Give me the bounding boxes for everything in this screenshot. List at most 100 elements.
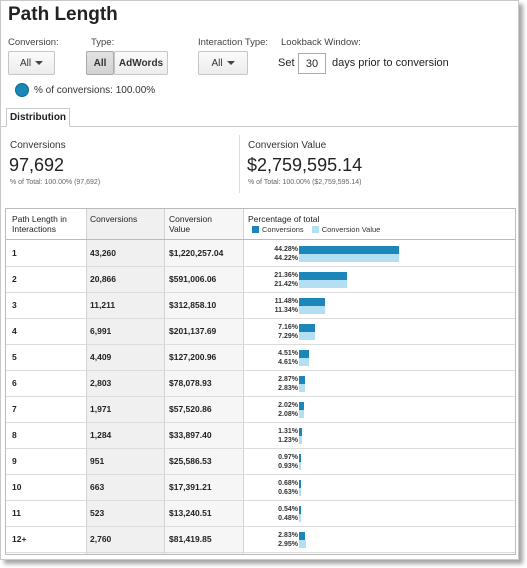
cell-conversion-value: $201,137.69 <box>169 326 217 336</box>
cell-pct-conversions: 2.83% <box>278 532 298 539</box>
table-row: 12+ 2,760 $81,419.85 2.83% 2.95% <box>6 527 515 553</box>
legend-swatch-conversions <box>252 226 259 233</box>
cell-conversions: 1,284 <box>90 430 112 440</box>
type-adwords-button[interactable]: AdWords <box>114 51 168 75</box>
column-divider <box>243 209 244 554</box>
bar-conversions <box>299 246 399 254</box>
lookback-days-suffix: days prior to conversion <box>332 57 449 69</box>
cell-conversions: 11,211 <box>90 300 116 310</box>
cell-conversion-value: $78,078.93 <box>169 378 212 388</box>
table-row: 4 6,991 $201,137.69 7.16% 7.29% <box>6 319 515 345</box>
table-row: 8 1,284 $33,897.40 1.31% 1.23% <box>6 423 515 449</box>
header-path-length[interactable]: Path Length in Interactions <box>12 214 67 234</box>
bar-conversions <box>299 272 348 280</box>
bar-conversion-value <box>299 410 304 418</box>
header-conversion-value[interactable]: Conversion Value <box>169 214 212 234</box>
table-row: 10 663 $17,391.21 0.68% 0.63% <box>6 475 515 501</box>
cell-pct-conversion-value: 0.48% <box>278 515 298 522</box>
interaction-type-dropdown[interactable]: All <box>198 51 248 75</box>
table-row: 2 20,866 $591,006.06 21.36% 21.42% <box>6 267 515 293</box>
cell-conversion-value: $33,897.40 <box>169 430 212 440</box>
page-title: Path Length <box>8 4 118 25</box>
cell-pct-conversions: 7.16% <box>278 324 298 331</box>
cell-conversions: 1,971 <box>90 404 112 414</box>
bar-conversion-value <box>299 514 301 522</box>
summary-divider <box>239 135 240 193</box>
bar-conversions <box>299 532 306 540</box>
summary-value-label: Conversion Value <box>248 140 327 151</box>
cell-pct-conversion-value: 7.29% <box>278 333 298 340</box>
cell-conversion-value: $127,200.96 <box>169 352 217 362</box>
header-conversions[interactable]: Conversions <box>90 214 138 224</box>
cell-path-length: 6 <box>12 378 17 388</box>
cell-pct-conversions: 0.54% <box>278 506 298 513</box>
cell-pct-conversion-value: 1.23% <box>278 437 298 444</box>
cell-conversion-value: $25,586.53 <box>169 456 212 466</box>
cell-pct-conversion-value: 4.61% <box>278 359 298 366</box>
bar-conversions <box>299 402 304 410</box>
chart-legend: Conversions Conversion Value <box>252 225 380 234</box>
cell-pct-conversion-value: 0.63% <box>278 489 298 496</box>
table-row: 9 951 $25,586.53 0.97% 0.93% <box>6 449 515 475</box>
cell-conversion-value: $57,520.86 <box>169 404 212 414</box>
column-divider <box>86 209 87 554</box>
cell-pct-conversions: 0.97% <box>278 454 298 461</box>
type-all-button[interactable]: All <box>86 51 114 75</box>
conversion-label: Conversion: <box>8 37 59 48</box>
cell-path-length: 4 <box>12 326 17 336</box>
interaction-type-value: All <box>211 57 223 69</box>
summary-conversions-value: 97,692 <box>9 155 65 175</box>
bar-conversions <box>299 350 310 358</box>
summary-value-sub: % of Total: 100.00% ($2,759,595.14) <box>248 179 362 186</box>
cell-conversion-value: $17,391.21 <box>169 482 212 492</box>
percent-of-conversions-text: % of conversions: 100.00% <box>34 84 156 96</box>
cell-pct-conversions: 44.28% <box>274 246 298 253</box>
cell-pct-conversion-value: 2.08% <box>278 411 298 418</box>
bar-conversions <box>299 480 301 488</box>
bar-conversions <box>299 506 301 514</box>
bar-conversions <box>299 376 306 384</box>
interaction-type-label: Interaction Type: <box>198 37 269 48</box>
column-divider <box>164 209 165 554</box>
tab-distribution[interactable]: Distribution <box>6 108 70 127</box>
bar-conversion-value <box>299 358 310 366</box>
table-row: 1 43,260 $1,220,257.04 44.28% 44.22% <box>6 241 515 267</box>
cell-path-length: 9 <box>12 456 17 466</box>
cell-conversions: 6,991 <box>90 326 112 336</box>
cell-path-length: 3 <box>12 300 17 310</box>
bar-conversions <box>299 298 325 306</box>
summary-value-value: $2,759,595.14 <box>247 155 363 175</box>
conversion-dropdown[interactable]: All <box>8 51 55 75</box>
cell-path-length: 11 <box>12 508 21 518</box>
cell-pct-conversions: 1.31% <box>278 428 298 435</box>
summary-conversions-label: Conversions <box>10 140 66 151</box>
report-panel: Path Length Conversion: All Type: All Ad… <box>0 0 519 560</box>
legend-item-conversion-value: Conversion Value <box>311 225 380 234</box>
bar-conversions <box>299 324 316 332</box>
cell-pct-conversion-value: 44.22% <box>274 255 298 262</box>
bar-conversion-value <box>299 254 399 262</box>
cell-pct-conversions: 11.48% <box>274 298 298 305</box>
cell-pct-conversion-value: 11.34% <box>274 307 298 314</box>
table-row: 3 11,211 $312,858.10 11.48% 11.34% <box>6 293 515 319</box>
lookback-set-label: Set <box>278 57 295 69</box>
cell-conversions: 2,760 <box>90 534 112 544</box>
pie-chart-icon <box>15 83 29 97</box>
cell-conversions: 4,409 <box>90 352 112 362</box>
legend-item-conversions: Conversions <box>252 225 304 234</box>
cell-conversions: 43,260 <box>90 248 116 258</box>
legend-swatch-conversion-value <box>311 226 319 233</box>
header-percentage[interactable]: Percentage of total <box>248 214 320 224</box>
cell-pct-conversion-value: 0.93% <box>278 463 298 470</box>
bar-conversion-value <box>299 384 306 392</box>
percent-of-conversions: % of conversions: 100.00% <box>15 83 155 97</box>
lookback-window-label: Lookback Window: <box>281 37 361 48</box>
chevron-down-icon <box>226 61 235 65</box>
cell-conversion-value: $1,220,257.04 <box>169 248 224 258</box>
bar-conversion-value <box>299 462 302 470</box>
lookback-days-input[interactable] <box>298 53 326 74</box>
table-row: 7 1,971 $57,520.86 2.02% 2.08% <box>6 397 515 423</box>
cell-conversion-value: $591,006.06 <box>169 274 217 284</box>
bar-conversion-value <box>299 540 306 548</box>
cell-pct-conversions: 2.87% <box>278 376 298 383</box>
